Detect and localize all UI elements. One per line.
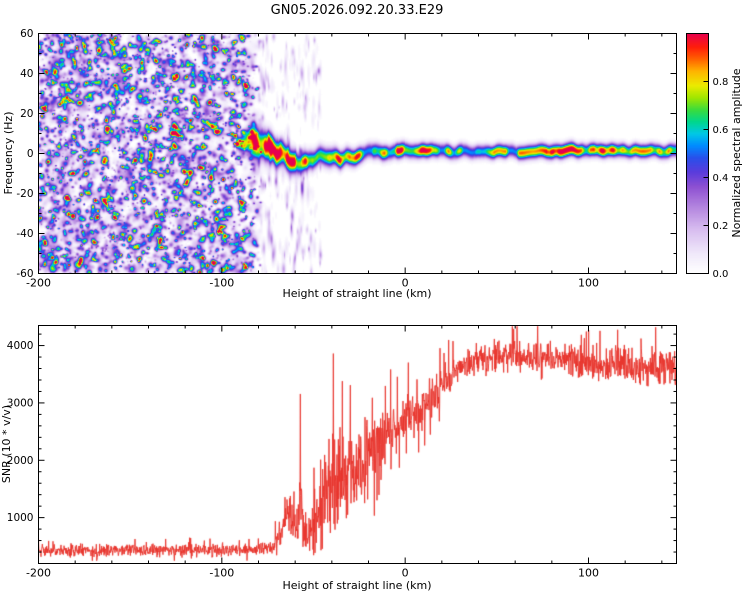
tick-label: -100: [209, 277, 234, 290]
snr-line-plot: [38, 325, 676, 563]
colorbar-tick-label: 0.2: [713, 221, 729, 232]
tick-label: -60: [16, 268, 33, 280]
tick-label: 0: [27, 148, 34, 160]
tick-label: 4000: [7, 340, 34, 352]
colorbar-tick-label: 0.0: [713, 269, 729, 280]
snr-ylabel: SNR (10 * v/v): [0, 405, 13, 483]
tick-label: -100: [209, 567, 234, 580]
tick-label: 2000: [7, 455, 34, 467]
tick-label: 0: [402, 567, 409, 580]
spectrogram-heatmap: [38, 33, 676, 273]
spectrogram-ylabel: Frequency (Hz): [2, 112, 15, 195]
tick-label: -200: [26, 277, 51, 290]
tick-label: 0: [402, 277, 409, 290]
tick-label: -200: [26, 567, 51, 580]
tick-label: 60: [20, 28, 33, 40]
figure-title: GN05.2026.092.20.33.E29: [270, 3, 444, 18]
tick-label: 1000: [7, 512, 34, 524]
tick-label: 40: [20, 68, 33, 80]
colorbar-label: Normalized spectral amplitude: [730, 68, 743, 237]
tick-label: 100: [578, 567, 599, 580]
colorbar-tick-label: 0.6: [713, 125, 729, 136]
tick-label: 3000: [7, 397, 34, 409]
tick-label: 100: [578, 277, 599, 290]
colorbar-tick-label: 0.8: [713, 77, 729, 88]
colorbar-tick-label: 0.4: [713, 173, 729, 184]
colorbar-gradient: [686, 33, 708, 273]
tick-label: 20: [20, 108, 33, 120]
tick-label: -40: [16, 228, 33, 240]
snr-xlabel: Height of straight line (km): [282, 579, 431, 592]
tick-label: -20: [16, 188, 33, 200]
spectrogram-xlabel: Height of straight line (km): [282, 287, 431, 300]
